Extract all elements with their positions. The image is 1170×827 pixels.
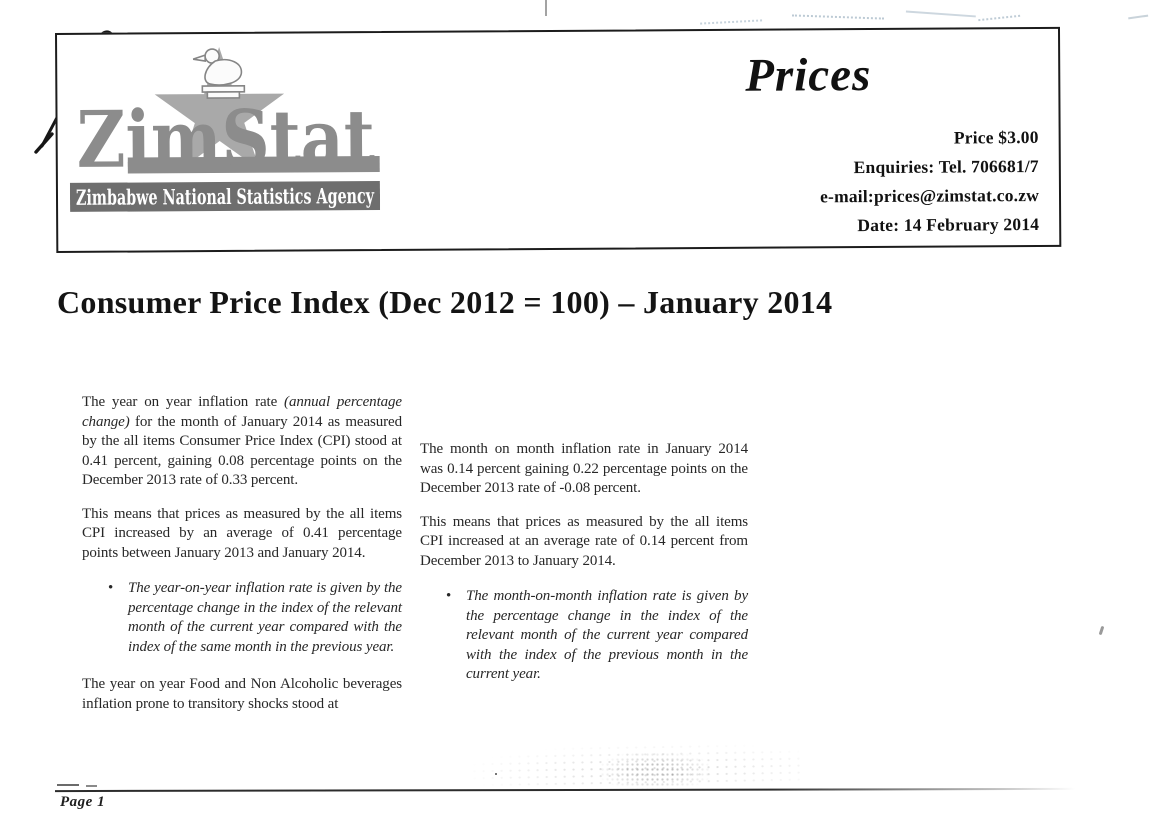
scan-artifact-mark: [1098, 625, 1105, 636]
scan-artifact-top: [791, 10, 885, 20]
scan-artifact-mark: [495, 773, 497, 775]
bullet-text: The month-on-month inflation rate is giv…: [466, 588, 748, 682]
paragraph-food-inflation: The year on year Food and Non Alcoholic …: [82, 676, 402, 712]
date-line: Date: 14 February 2014: [857, 213, 1040, 236]
right-column: The month on month inflation rate in Jan…: [420, 440, 748, 703]
scan-artifact-speckles: [469, 741, 801, 791]
star-icon: [154, 46, 285, 171]
page-number-label: Page 1: [60, 794, 106, 810]
bullet-item-mom-definition: • The month-on-month inflation rate is g…: [420, 587, 748, 685]
zimstat-logo-graphic: ZimStat Zimbabwe National Statistics Age…: [69, 46, 381, 212]
logo-underline-bar: [127, 156, 380, 174]
bullet-text: The year-on-year inflation rate is given…: [128, 580, 402, 655]
price-line: Price $3.00: [953, 126, 1039, 148]
bullet-dot: •: [446, 588, 452, 604]
logo-banner-text: Zimbabwe National Statistics Agency: [76, 183, 375, 210]
scan-artifact-top: [1127, 11, 1149, 20]
footer-dash: [57, 784, 79, 786]
scan-artifact-vertical-line: [545, 0, 547, 16]
bullet-dot: •: [108, 580, 114, 596]
scan-artifact-speckles: [600, 752, 710, 790]
bullet-item-yoy-definition: • The year-on-year inflation rate is giv…: [82, 579, 402, 657]
email-line: e-mail:prices@zimstat.co.zw: [819, 184, 1040, 207]
footer-dash: [86, 785, 97, 787]
paragraph-yoy-meaning: This means that prices as measured by th…: [82, 505, 402, 561]
document-title: Consumer Price Index (Dec 2012 = 100) – …: [57, 284, 833, 320]
paragraph-italic-text: (annual percentage change): [82, 394, 402, 430]
paragraph-yoy-inflation: The year on year inflation rate (annual …: [82, 393, 402, 491]
paragraph-text: for the month of January 2014 as measure…: [82, 413, 402, 489]
paragraph-text: The year on year inflation rate: [82, 394, 285, 410]
zimbabwe-bird-icon: [192, 48, 246, 99]
enquiries-line: Enquiries: Tel. 706681/7: [853, 155, 1039, 178]
header-meta: Price $3.00 Enquiries: Tel. 706681/7 e-m…: [820, 123, 1040, 240]
logo-banner-bar: [69, 181, 381, 212]
publication-title: Prices: [745, 49, 872, 102]
paragraph-mom-inflation: The month on month inflation rate in Jan…: [420, 441, 748, 496]
footer-rule: [54, 787, 1076, 793]
scan-artifact-top: [977, 10, 1021, 22]
zimstat-logo: ZimStat Zimbabwe National Statistics Age…: [69, 39, 381, 213]
paragraph-mom-meaning: This means that prices as measured by th…: [420, 513, 748, 569]
scan-artifact-top: [905, 6, 977, 18]
logo-brand-text: ZimStat: [76, 93, 375, 186]
left-column: The year on year inflation rate (annual …: [82, 393, 402, 728]
header-box: ZimStat Zimbabwe National Statistics Age…: [55, 26, 1062, 253]
scan-artifact-top: [699, 15, 763, 25]
